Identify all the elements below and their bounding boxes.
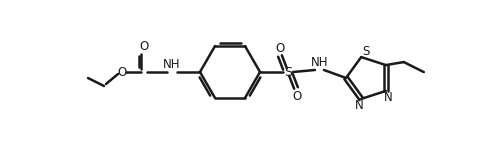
Text: NH: NH — [163, 57, 181, 71]
Text: S: S — [362, 45, 370, 58]
Text: O: O — [139, 39, 149, 53]
Text: O: O — [292, 90, 301, 103]
Text: NH: NH — [311, 55, 329, 69]
Text: N: N — [355, 99, 363, 112]
Text: N: N — [384, 91, 392, 104]
Text: S: S — [284, 66, 292, 78]
Text: O: O — [118, 66, 127, 78]
Text: O: O — [276, 41, 285, 54]
